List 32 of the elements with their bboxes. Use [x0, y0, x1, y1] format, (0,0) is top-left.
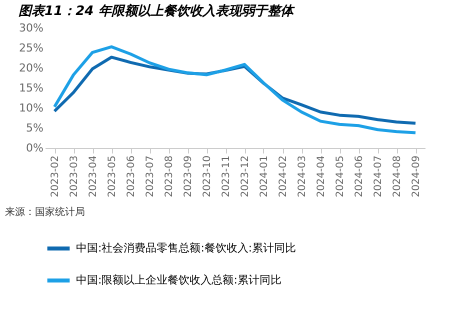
x-tick-label: 2024-08: [392, 156, 403, 198]
y-tick-label: 20%: [19, 62, 44, 74]
x-tick-label: 2024-02: [278, 156, 289, 198]
x-tick-label: 2023-07: [145, 156, 156, 198]
x-tick-label: 2023-02: [50, 156, 61, 198]
source-note: 来源：国家统计局: [5, 206, 85, 218]
y-tick-label: 10%: [19, 102, 44, 114]
y-tick-label: 5%: [26, 122, 44, 134]
x-tick-label: 2023-03: [69, 156, 80, 198]
legend-label: 中国:限额以上企业餐饮收入总额:累计同比: [76, 274, 282, 286]
x-tick-label: 2023-10: [202, 156, 213, 198]
x-tick-label: 2024-01: [259, 156, 270, 198]
y-tick-label: 30%: [19, 22, 44, 34]
x-tick-label: 2024-09: [411, 156, 422, 198]
legend-label: 中国:社会消费品零售总额:餐饮收入:累计同比: [76, 242, 296, 254]
chart-title: 图表11：24 年限额以上餐饮收入表现弱于整体: [18, 3, 296, 19]
x-tick-label: 2023-04: [88, 156, 99, 198]
line-series: [53, 45, 417, 134]
y-tick-label: 15%: [19, 82, 44, 94]
x-tick-label: 2023-05: [107, 156, 118, 198]
x-tick-label: 2024-06: [354, 156, 365, 198]
x-tick-label: 2023-11: [221, 156, 232, 198]
x-tick-label: 2023-06: [126, 156, 137, 198]
x-tick-label: 2024-04: [316, 156, 327, 198]
y-tick-label: 0%: [26, 142, 44, 154]
y-tick-label: 25%: [19, 42, 44, 54]
x-tick-label: 2023-08: [164, 156, 175, 198]
x-tick-label: 2024-07: [373, 156, 384, 198]
x-tick-label: 2024-03: [297, 156, 308, 198]
x-tick-label: 2024-05: [335, 156, 346, 198]
x-tick-label: 2023-09: [183, 156, 194, 198]
x-tick-label: 2023-12: [240, 156, 251, 198]
